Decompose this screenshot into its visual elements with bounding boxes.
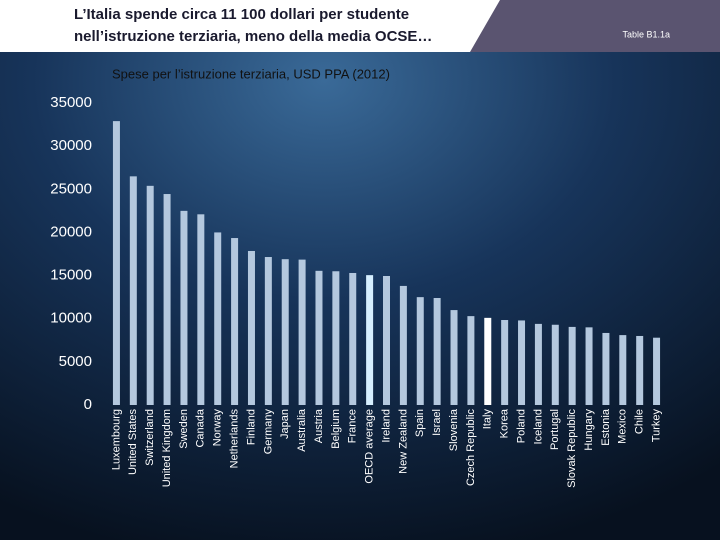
bar [416,297,424,405]
x-tick-label: Estonia [600,408,612,446]
x-tick-label: France [347,409,359,443]
title-line: nell’istruzione terziaria, meno della me… [74,28,432,45]
x-tick-label: Italy [482,409,494,430]
ref-box [470,0,720,52]
x-tick-label: Norway [212,409,224,447]
x-tick-label: United States [127,409,139,476]
bar [197,214,205,405]
x-tick-label: Portugal [549,409,561,450]
x-tick-label: Mexico [617,409,629,444]
y-tick-label: 35000 [50,94,92,111]
x-tick-label: Belgium [330,409,342,449]
x-tick-label: Luxembourg [110,409,122,470]
x-tick-label: Ireland [380,409,392,443]
y-tick-label: 30000 [50,137,92,154]
x-tick-label: Hungary [583,409,595,451]
bar [534,323,542,405]
y-tick-label: 10000 [50,310,92,327]
x-tick-label: Slovenia [448,408,460,451]
subtitle: Spese per l’istruzione terziaria, USD PP… [112,66,390,81]
bar [281,259,289,405]
x-tick-label: Israel [431,409,443,436]
x-tick-label: Finland [245,409,257,445]
bar [433,298,441,405]
x-tick-label: Chile [634,409,646,434]
bar [180,210,188,405]
y-tick-label: 15000 [50,267,92,284]
bar [366,275,374,405]
x-tick-label: Turkey [650,409,662,443]
x-tick-label: Czech Republic [465,409,477,487]
bar [332,271,340,405]
x-tick-label: Canada [195,408,207,447]
bar [383,276,390,405]
bar [247,250,255,405]
bar [636,335,644,405]
bar [518,320,526,405]
y-tick-label: 0 [84,396,92,413]
bar [619,335,627,405]
bar [315,270,323,405]
bar [467,316,475,405]
title-line: L’Italia spende circa 11 100 dollari per… [74,6,409,23]
bar [585,327,593,405]
y-tick-label: 20000 [50,223,92,240]
x-tick-label: Iceland [532,409,544,444]
bar [129,176,137,405]
x-tick-label: Slovak Republic [566,409,578,488]
x-tick-label: Austria [313,408,325,443]
bar [653,337,661,405]
bar [568,326,576,405]
x-tick-label: New Zealand [397,409,409,474]
x-tick-label: Japan [279,409,291,439]
bar [264,257,272,405]
y-tick-label: 5000 [59,353,92,370]
bar [399,285,407,405]
bar [602,332,610,405]
bar [298,259,306,405]
x-tick-label: Korea [499,408,511,438]
bar [501,320,509,405]
bar [349,272,357,405]
x-tick-label: Germany [262,409,274,455]
x-tick-label: Spain [414,409,426,437]
bar [231,238,239,405]
x-tick-label: United Kingdom [161,409,173,487]
bar [146,185,154,405]
table-ref: Table B1.1a [622,29,670,39]
x-tick-label: Australia [296,408,308,452]
x-tick-label: Poland [515,409,527,443]
bar [450,310,458,405]
bar [112,121,120,406]
x-tick-label: OECD average [364,409,376,484]
bar [551,324,559,405]
bar [484,317,492,405]
x-tick-label: Sweden [178,409,190,449]
bar [214,232,222,405]
x-tick-label: Netherlands [228,409,240,469]
x-tick-label: Switzerland [144,409,156,466]
y-tick-label: 25000 [50,180,92,197]
bar [163,194,171,405]
